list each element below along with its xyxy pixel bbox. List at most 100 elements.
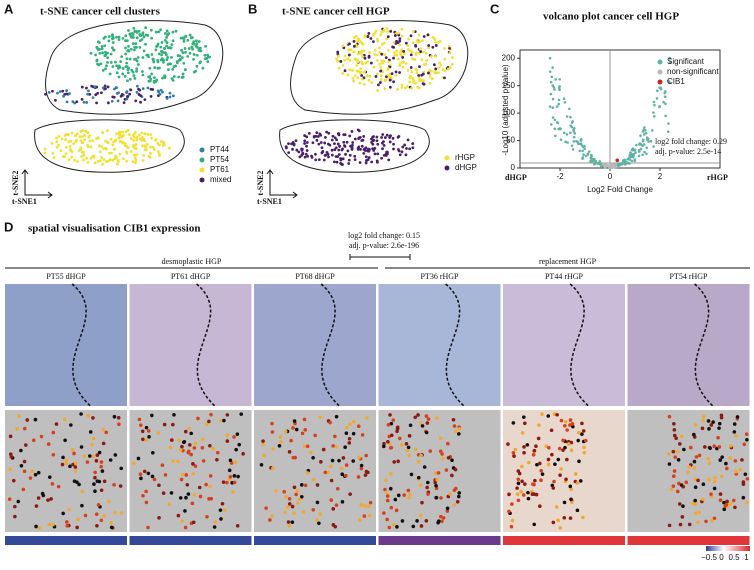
spot: [211, 446, 215, 451]
dot: [645, 136, 649, 140]
dot: [83, 134, 86, 137]
dot: [414, 81, 417, 85]
dot: [297, 150, 301, 154]
dot: [384, 152, 388, 156]
spot: [389, 421, 394, 426]
dot: [105, 147, 108, 151]
spot: [80, 503, 84, 508]
spot: [533, 478, 537, 483]
spot: [227, 468, 232, 473]
spot: [34, 504, 39, 508]
spot: [334, 503, 339, 507]
spot: [717, 445, 722, 449]
dot: [355, 39, 359, 43]
dot: [140, 131, 144, 135]
dot: [562, 97, 566, 101]
dot: [144, 42, 147, 46]
dot: [157, 90, 161, 94]
dot: [192, 57, 195, 61]
side-label: dHGP: [505, 173, 527, 182]
dot: [364, 155, 368, 159]
spot: [63, 438, 67, 443]
spot: [326, 470, 330, 475]
dot: [592, 158, 595, 162]
dot: [407, 37, 410, 41]
dot: [369, 61, 373, 65]
spot: [441, 516, 446, 520]
dot: [373, 48, 377, 52]
spot: [399, 443, 404, 447]
dot: [337, 66, 341, 70]
spot: [740, 458, 744, 462]
spot: [91, 454, 95, 459]
dot: [553, 127, 557, 131]
dot: [186, 54, 190, 58]
dot: [393, 53, 396, 57]
dot: [337, 133, 341, 137]
annotation: log2 fold change: 0.29: [655, 137, 727, 146]
dot: [658, 105, 661, 108]
spot: [303, 483, 308, 488]
dot: [395, 39, 398, 43]
spot: [693, 485, 698, 490]
spot: [137, 417, 142, 422]
dot: [128, 92, 132, 96]
dot: [386, 35, 390, 39]
dot: [65, 92, 69, 96]
spot: [359, 466, 364, 471]
dot: [303, 142, 306, 145]
dot: [117, 136, 121, 140]
legend-swatch: [444, 165, 450, 171]
spot: [176, 513, 181, 518]
spot: [37, 526, 42, 530]
spot: [517, 471, 522, 476]
spot: [182, 440, 186, 445]
spot: [39, 434, 44, 439]
dot: [184, 34, 188, 38]
dot: [386, 150, 389, 154]
x-axis-label: t-SNE1: [12, 197, 37, 206]
spot: [424, 414, 429, 418]
dot: [629, 155, 633, 159]
dot: [382, 144, 386, 147]
spot: [457, 427, 462, 431]
spot: [328, 420, 332, 425]
dot: [182, 39, 186, 43]
spot: [172, 413, 176, 417]
dot: [101, 131, 105, 134]
dot: [559, 127, 562, 131]
dot: [348, 134, 352, 138]
spot: [93, 475, 97, 480]
dot: [341, 163, 344, 166]
dot: [82, 153, 86, 157]
dot: [330, 153, 334, 157]
dot: [327, 155, 330, 159]
dot: [341, 63, 345, 67]
dot: [664, 90, 667, 93]
dot: [370, 137, 373, 141]
legend-swatch: [199, 157, 205, 163]
spot: [88, 454, 92, 458]
spot: [49, 497, 53, 501]
dot: [413, 58, 417, 61]
dot: [448, 66, 452, 69]
dot: [138, 137, 142, 141]
dot: [387, 60, 391, 64]
dot: [171, 78, 175, 82]
spot: [191, 471, 196, 476]
spot: [538, 504, 542, 509]
spot: [270, 421, 274, 426]
dot: [122, 101, 126, 105]
dot: [148, 156, 152, 159]
dot: [373, 53, 377, 56]
spot: [157, 516, 161, 520]
spot: [671, 484, 676, 488]
spot: [144, 425, 149, 430]
spot: [419, 421, 423, 425]
dot: [336, 142, 340, 146]
dot: [180, 48, 184, 52]
panel-title: t-SNE cancer cell clusters: [40, 6, 161, 18]
spot: [406, 488, 411, 493]
dot: [317, 158, 321, 162]
spot: [552, 479, 556, 484]
